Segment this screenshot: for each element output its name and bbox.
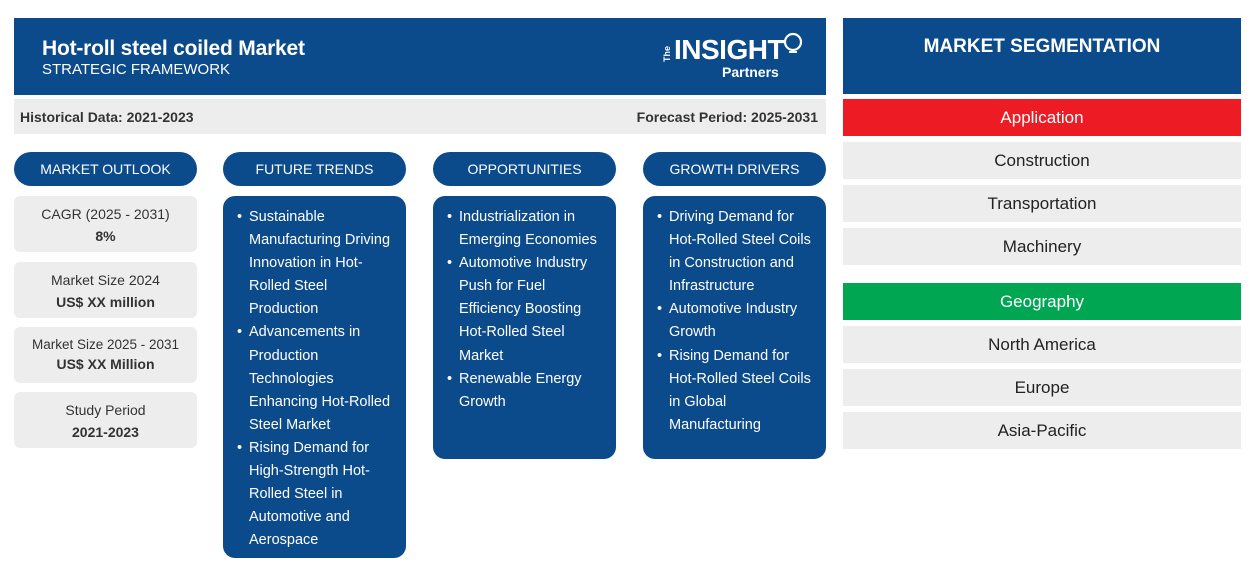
- list-item: Driving Demand for Hot-Rolled Steel Coil…: [657, 206, 818, 298]
- outlook-card-cagr: CAGR (2025 - 2031) 8%: [14, 196, 197, 252]
- outlook-value: US$ XX million: [56, 294, 155, 310]
- list-item: Rising Demand for High-Strength Hot-Roll…: [237, 437, 398, 552]
- list-item: Automotive Industry Growth: [657, 298, 818, 344]
- market-outlook-header: MARKET OUTLOOK: [14, 152, 197, 186]
- page-title: Hot-roll steel coiled Market: [42, 37, 305, 60]
- list-item: Rising Demand for Hot-Rolled Steel Coils…: [657, 345, 818, 437]
- list-item: Advancements in Production Technologies …: [237, 321, 398, 436]
- segment-item-construction[interactable]: Construction: [843, 142, 1241, 179]
- outlook-label: Market Size 2024: [51, 272, 160, 288]
- segment-item-asia-pacific[interactable]: Asia-Pacific: [843, 412, 1241, 449]
- list-item: Automotive Industry Push for Fuel Effici…: [447, 252, 608, 367]
- outlook-value: 8%: [95, 228, 116, 244]
- opportunities-panel: Industrialization in Emerging Economies …: [433, 196, 616, 459]
- growth-drivers-header: GROWTH DRIVERS: [643, 152, 826, 186]
- logo-insight-text: INSIGHT: [674, 34, 785, 65]
- list-item: Sustainable Manufacturing Driving Innova…: [237, 206, 398, 321]
- logo-the-text: The: [662, 45, 672, 62]
- future-trends-panel: Sustainable Manufacturing Driving Innova…: [223, 196, 406, 558]
- period-bar: Historical Data: 2021-2023 Forecast Peri…: [14, 99, 826, 134]
- list-item: Industrialization in Emerging Economies: [447, 206, 608, 252]
- outlook-value: US$ XX Million: [56, 356, 155, 372]
- page-subtitle: STRATEGIC FRAMEWORK: [42, 61, 231, 78]
- segment-item-machinery[interactable]: Machinery: [843, 228, 1241, 265]
- market-segmentation-title: MARKET SEGMENTATION: [843, 18, 1241, 94]
- segment-category-application[interactable]: Application: [843, 99, 1241, 136]
- segment-item-north-america[interactable]: North America: [843, 326, 1241, 363]
- list-item: Renewable Energy Growth: [447, 368, 608, 414]
- future-trends-header: FUTURE TRENDS: [223, 152, 406, 186]
- segment-category-geography[interactable]: Geography: [843, 283, 1241, 320]
- header-banner: Hot-roll steel coiled Market STRATEGIC F…: [14, 18, 826, 95]
- outlook-label: Market Size 2025 - 2031: [31, 337, 180, 352]
- outlook-label: Study Period: [65, 402, 146, 418]
- logo-lightbulb-icon: [783, 32, 803, 53]
- outlook-card-market-size-2024: Market Size 2024 US$ XX million: [14, 262, 197, 318]
- insight-partners-logo[interactable]: The INSIGHT Partners: [662, 32, 803, 82]
- outlook-card-study-period: Study Period 2021-2023: [14, 392, 197, 448]
- forecast-period: Forecast Period: 2025-2031: [636, 109, 818, 125]
- outlook-value: 2021-2023: [72, 424, 139, 440]
- segment-item-europe[interactable]: Europe: [843, 369, 1241, 406]
- historical-data: Historical Data: 2021-2023: [20, 109, 194, 125]
- outlook-label: CAGR (2025 - 2031): [41, 206, 170, 222]
- growth-drivers-panel: Driving Demand for Hot-Rolled Steel Coil…: [643, 196, 826, 459]
- segment-item-transportation[interactable]: Transportation: [843, 185, 1241, 222]
- outlook-card-market-size-forecast: Market Size 2025 - 2031 US$ XX Million: [14, 327, 197, 383]
- opportunities-header: OPPORTUNITIES: [433, 152, 616, 186]
- logo-partners-text: Partners: [722, 64, 779, 80]
